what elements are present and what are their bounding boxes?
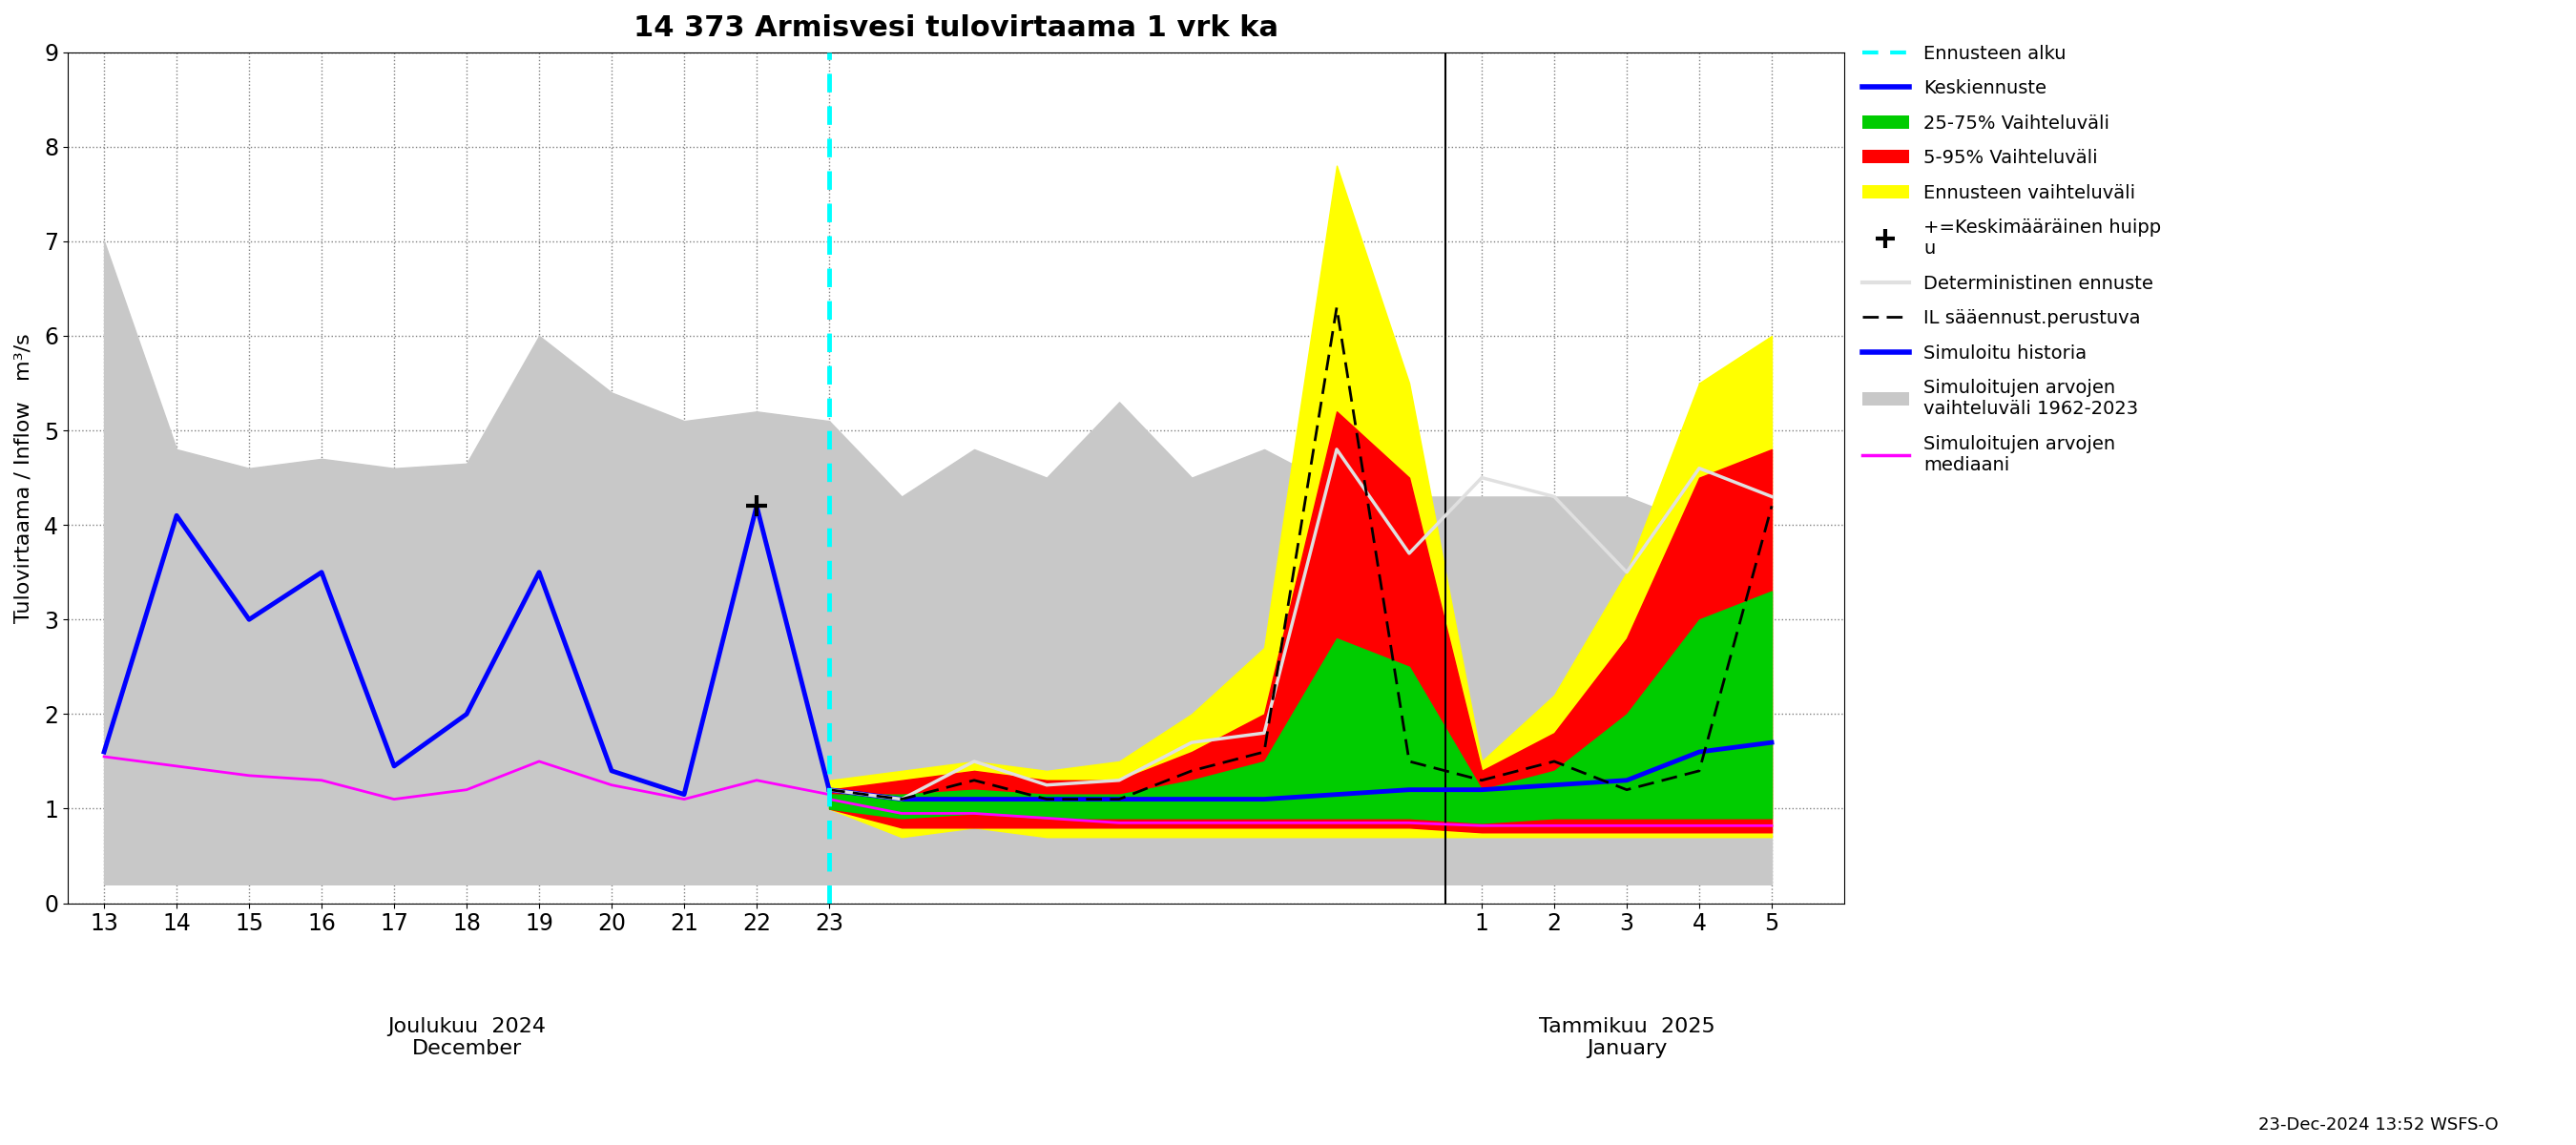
- Text: Tammikuu  2025
January: Tammikuu 2025 January: [1538, 1017, 1716, 1058]
- Text: 23-Dec-2024 13:52 WSFS-O: 23-Dec-2024 13:52 WSFS-O: [2259, 1116, 2499, 1134]
- Text: Joulukuu  2024
December: Joulukuu 2024 December: [386, 1017, 546, 1058]
- Y-axis label: Tulovirtaama / Inflow   m³/s: Tulovirtaama / Inflow m³/s: [15, 333, 33, 623]
- Legend: Ennusteen alku, Keskiennuste, 25-75% Vaihteluväli, 5-95% Vaihteluväli, Ennusteen: Ennusteen alku, Keskiennuste, 25-75% Vai…: [1862, 45, 2161, 474]
- Title: 14 373 Armisvesi tulovirtaama 1 vrk ka: 14 373 Armisvesi tulovirtaama 1 vrk ka: [634, 14, 1278, 42]
